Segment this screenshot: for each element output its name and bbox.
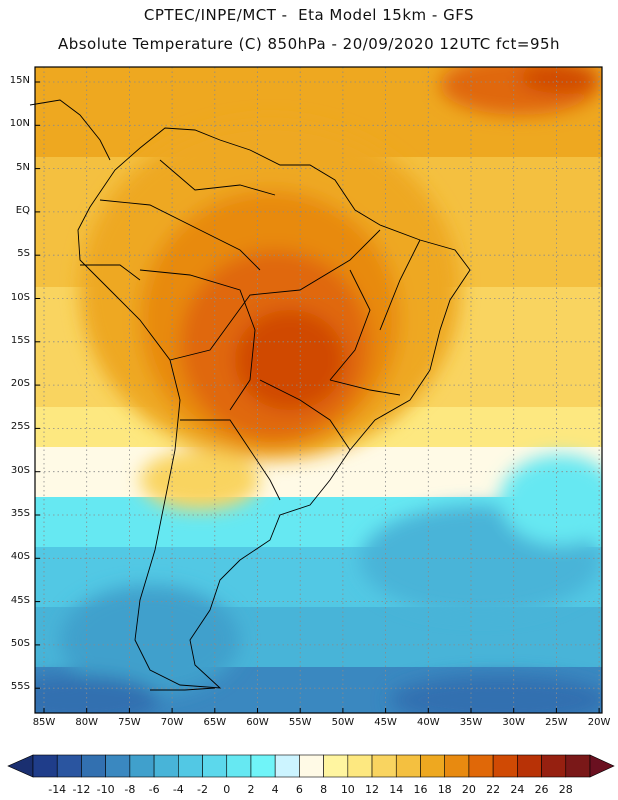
- colorbar-label: 4: [271, 783, 279, 796]
- colorbar-swatch: [226, 754, 252, 778]
- lat-label: 15N: [9, 75, 30, 86]
- colorbar-swatch: [517, 754, 542, 778]
- map-title-line-1: CPTEC/INPE/MCT - Eta Model 15km - GFS: [143, 6, 475, 24]
- colorbar-swatch: [178, 754, 203, 778]
- lat-label: EQ: [15, 204, 30, 216]
- colorbar-label: 12: [365, 783, 380, 796]
- colorbar: [7, 754, 615, 778]
- colorbar-label: 2: [247, 783, 255, 796]
- colorbar-label: 28: [558, 783, 573, 796]
- lon-label: 45W: [374, 717, 397, 728]
- axis-ticks: [35, 81, 600, 713]
- coastlines-and-borders: [29, 99, 471, 691]
- colorbar-swatch: [250, 754, 276, 778]
- lat-label: 15S: [10, 334, 30, 346]
- colorbar-label: 10: [340, 783, 355, 796]
- colorbar-swatch: [81, 754, 106, 778]
- colorbar-label: 14: [389, 783, 404, 796]
- colorbar-swatch: [129, 754, 155, 778]
- lat-label: 5N: [16, 161, 30, 173]
- colorbar-label: -8: [124, 783, 136, 796]
- colorbar-label: -2: [197, 783, 208, 796]
- lat-label: 35S: [10, 508, 30, 519]
- colorbar-swatch: [299, 754, 324, 778]
- lon-label: 55W: [288, 717, 312, 728]
- colorbar-label: 0: [223, 783, 231, 796]
- lat-label: 40S: [10, 551, 30, 563]
- lon-label: 25W: [545, 717, 568, 728]
- colorbar-label: -14: [48, 783, 67, 796]
- colorbar-swatch: [371, 754, 397, 778]
- temperature-field: [35, 67, 602, 713]
- colorbar-swatch: [347, 754, 373, 778]
- colorbar-swatch: [202, 754, 228, 778]
- colorbar-label: 22: [486, 783, 501, 796]
- lat-label: 50S: [10, 637, 30, 649]
- colorbar-swatch: [323, 754, 349, 778]
- colorbar-swatch: [153, 754, 179, 778]
- lon-label: 20W: [587, 717, 611, 728]
- lon-label: 50W: [331, 717, 355, 728]
- colorbar-swatch: [541, 754, 567, 778]
- colorbar-under-arrow: [7, 754, 34, 778]
- colorbar-label: 26: [534, 783, 549, 796]
- colorbar-over-arrow: [589, 754, 615, 778]
- colorbar-swatch: [565, 754, 591, 778]
- colorbar-swatch: [32, 754, 58, 778]
- lon-label: 80W: [75, 717, 98, 728]
- lat-label: 5S: [17, 248, 30, 260]
- colorbar-label: 8: [320, 783, 328, 796]
- colorbar-swatch: [492, 754, 518, 778]
- lat-label: 10S: [10, 291, 30, 303]
- colorbar-swatch: [274, 754, 300, 778]
- colorbar-swatch: [105, 754, 131, 778]
- colorbar-label: 20: [461, 783, 476, 796]
- lat-label: 55S: [10, 681, 30, 693]
- colorbar-label: 24: [510, 783, 525, 796]
- lon-label: 75W: [118, 717, 141, 728]
- graticule: [35, 67, 602, 713]
- colorbar-label: -10: [96, 783, 115, 796]
- lon-label: 40W: [416, 717, 440, 728]
- colorbar-label: -12: [72, 783, 91, 796]
- lon-label: 65W: [203, 717, 227, 728]
- lat-label: 30S: [10, 464, 30, 476]
- lon-label: 70W: [160, 717, 184, 728]
- colorbar-label: -6: [148, 783, 160, 796]
- colorbar-swatch: [420, 754, 445, 778]
- colorbar-label: 18: [437, 783, 452, 796]
- map-frame: [34, 66, 603, 714]
- colorbar-swatch: [468, 754, 494, 778]
- lat-label: 45S: [10, 594, 30, 606]
- colorbar-swatch: [395, 754, 421, 778]
- colorbar-swatch: [444, 754, 470, 778]
- lat-label: 10N: [9, 118, 30, 130]
- lat-label: 25S: [10, 421, 30, 433]
- colorbar-label: -4: [172, 783, 184, 796]
- lat-label: 20S: [10, 378, 30, 390]
- colorbar-label: 6: [295, 783, 303, 796]
- lon-label: 30W: [502, 717, 525, 728]
- lon-label: 85W: [32, 717, 56, 728]
- lon-label: 60W: [246, 717, 269, 728]
- map-title-line-2: Absolute Temperature (C) 850hPa - 20/09/…: [57, 35, 561, 53]
- lon-label: 35W: [459, 717, 483, 728]
- colorbar-swatch: [56, 754, 82, 778]
- colorbar-label: 16: [413, 783, 428, 796]
